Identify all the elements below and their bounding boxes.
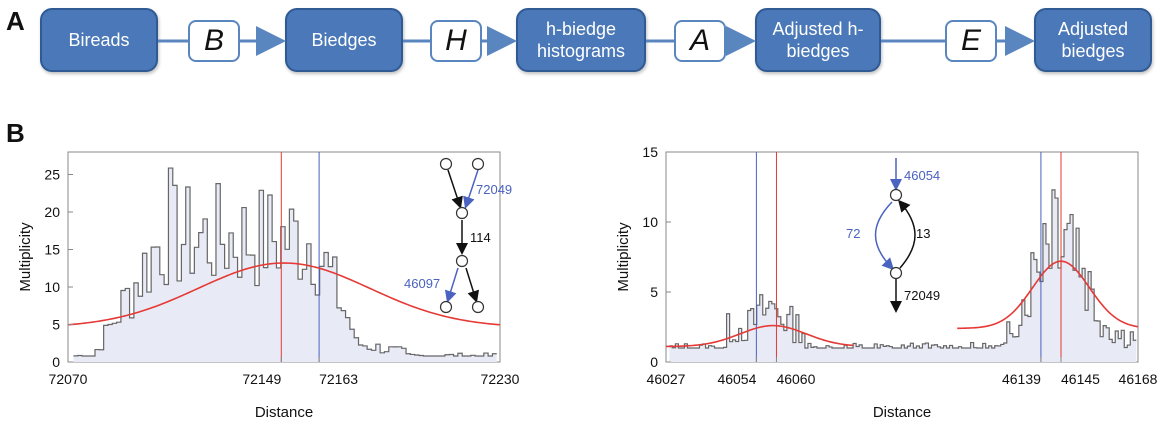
inset-label: 72 (846, 226, 860, 241)
x-tick-label: 72070 (49, 371, 88, 387)
op-h: H (430, 20, 482, 62)
inset-node (439, 300, 453, 314)
y-axis-label: Multiplicity (615, 222, 632, 292)
inset-edge-blue (444, 267, 459, 303)
chart-left: 0 5 10 15 20 25 72070 72149 72163 72230 Distance Mu… (17, 151, 520, 421)
inset-node (471, 157, 485, 171)
pipeline-diagram: Bireads B Biedges H h-biedge histograms … (0, 0, 1167, 90)
y-axis-label: Multiplicity (17, 222, 34, 292)
chart-right: 0 5 10 15 46027 46054 46060 46139 46145 46168 Dist… (615, 144, 1158, 421)
y-tick-label: 5 (52, 317, 60, 333)
op-e: E (945, 20, 997, 62)
inset-edge-blue (463, 169, 479, 209)
histogram-line (669, 189, 1137, 349)
y-tick-label: 15 (642, 144, 658, 160)
node-biedges: Biedges (285, 8, 403, 72)
x-tick-label: 46168 (1119, 371, 1158, 387)
op-a: A (674, 20, 726, 62)
histogram-line (73, 167, 497, 357)
inset-label: 72049 (904, 288, 940, 303)
inset-label: 13 (916, 226, 930, 241)
x-axis-label: Distance (255, 404, 313, 421)
node-adjusted-h-biedges: Adjusted h-biedges (755, 8, 881, 72)
x-tick-label: 46139 (1002, 371, 1041, 387)
x-tick-label: 46027 (647, 371, 686, 387)
inset-label: 46054 (904, 168, 940, 183)
y-tick-label: 20 (44, 204, 60, 220)
x-tick-label: 72163 (319, 371, 358, 387)
y-tick-label: 25 (44, 167, 60, 183)
node-adjusted-biedges: Adjusted biedges (1034, 8, 1152, 72)
node-h-biedge-histograms: h-biedge histograms (516, 8, 646, 72)
y-tick-label: 0 (650, 354, 658, 370)
inset-edge-blue (874, 201, 895, 271)
y-tick-label: 10 (642, 214, 658, 230)
inset-node (889, 188, 903, 202)
x-tick-label: 72149 (242, 371, 281, 387)
inset-node (455, 206, 469, 220)
inset-node (889, 266, 903, 280)
inset-edge (447, 169, 463, 209)
x-axis-label: Distance (873, 404, 931, 421)
inset-node (455, 254, 469, 268)
y-tick-label: 15 (44, 242, 60, 258)
inset-label: 72049 (476, 182, 512, 197)
x-tick-label: 46054 (717, 371, 756, 387)
y-tick-label: 10 (44, 279, 60, 295)
x-tick-label: 46060 (776, 371, 815, 387)
histogram-fill (669, 189, 1137, 362)
fit-curve (67, 262, 501, 326)
node-bireads: Bireads (40, 8, 158, 72)
fit-curve (957, 260, 1139, 330)
x-tick-label: 72230 (481, 371, 520, 387)
inset-label: 46097 (404, 276, 440, 291)
histogram-fill (73, 168, 497, 362)
inset-edge (465, 267, 480, 303)
inset-edge (898, 199, 916, 269)
inset-node (471, 300, 485, 314)
x-tick-label: 46145 (1061, 371, 1100, 387)
fit-curve (665, 324, 854, 348)
op-b: B (188, 20, 240, 62)
y-tick-label: 0 (52, 354, 60, 370)
inset-node (439, 157, 453, 171)
panel-b-label: B (6, 118, 25, 148)
pipeline-connectors (158, 26, 1035, 56)
inset-label: 114 (470, 230, 491, 245)
panel-a-label: A (6, 6, 25, 36)
y-tick-label: 5 (650, 284, 658, 300)
